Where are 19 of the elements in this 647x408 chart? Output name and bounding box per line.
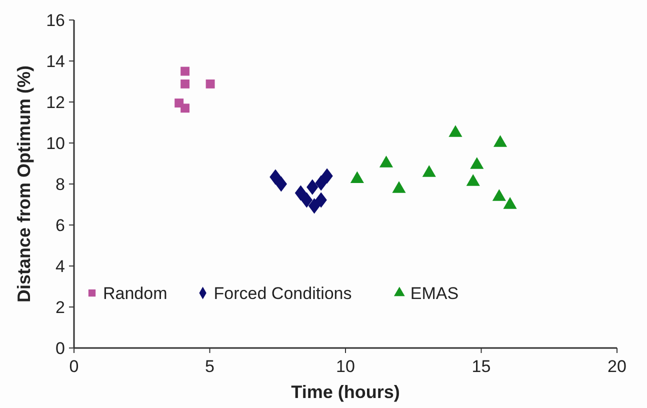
y-tick-label: 6	[56, 216, 65, 235]
y-tick-label: 14	[46, 52, 65, 71]
y-tick-label: 4	[56, 257, 65, 276]
x-tick-label: 10	[336, 357, 355, 376]
x-tick-label: 5	[205, 357, 214, 376]
legend-label: EMAS	[410, 284, 459, 303]
x-tick-label: 15	[472, 357, 491, 376]
legend-label: Random	[103, 284, 168, 303]
y-tick-label: 2	[56, 298, 65, 317]
y-tick-label: 12	[46, 93, 65, 112]
y-tick-label: 8	[56, 175, 65, 194]
y-tick-label: 10	[46, 134, 65, 153]
legend-label: Forced Conditions	[214, 284, 352, 303]
y-axis-title: Distance from Optimum (%)	[14, 65, 34, 303]
y-tick-label: 0	[56, 339, 65, 358]
y-tick-label: 16	[46, 11, 65, 30]
x-tick-label: 0	[69, 357, 79, 376]
x-axis-title: Time (hours)	[291, 382, 400, 402]
x-tick-label: 20	[608, 357, 626, 376]
